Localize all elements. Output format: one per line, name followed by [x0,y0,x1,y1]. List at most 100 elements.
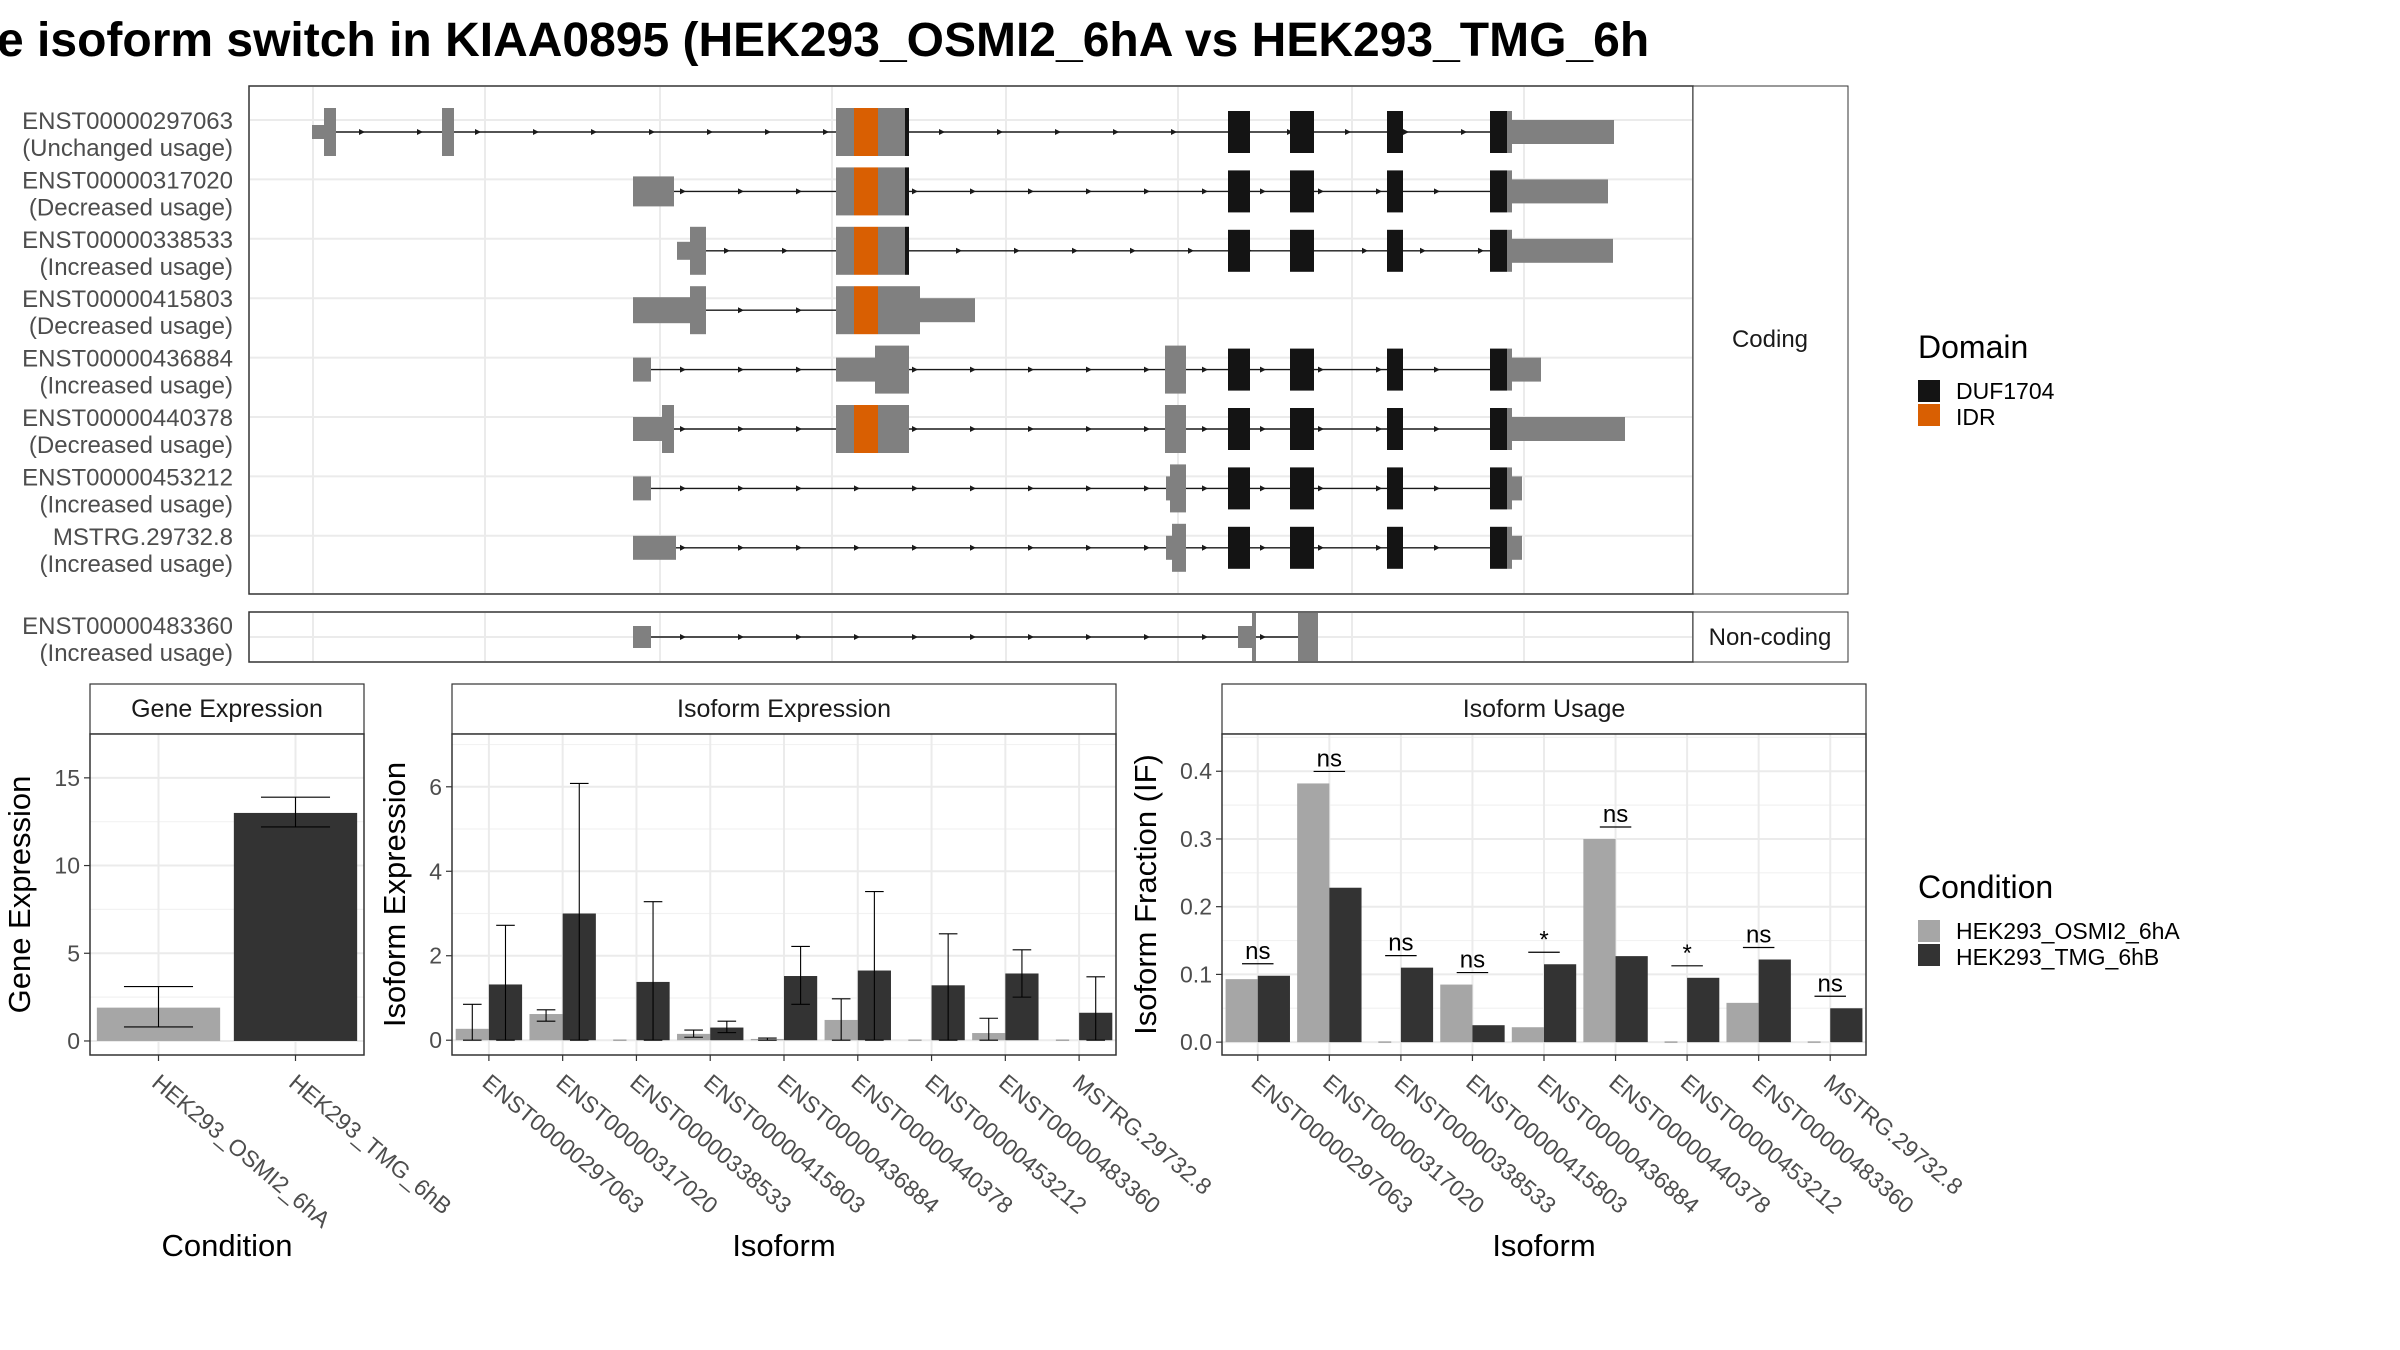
duf1704-domain [1290,111,1314,153]
duf1704-domain [1290,408,1314,450]
bar [1687,977,1720,1043]
gene-expression-panel: Gene Expression051015HEK293_OSMI2_6hAHEK… [2,683,457,1263]
duf1704-domain [1228,467,1250,510]
duf1704-domain [1490,229,1507,272]
noncoding-tracks [633,613,1318,661]
idr-domain [854,405,878,453]
exon [1512,357,1541,382]
strand-arrow [912,426,918,432]
duf1704-domain [1290,229,1314,272]
strand-arrow [1086,188,1092,195]
x-axis-title: Isoform [1492,1228,1595,1263]
coding-tracks [312,108,1625,572]
exon [836,357,875,382]
strand-arrow [796,307,802,314]
duf1704-domain [1387,467,1403,510]
significance-label: ns [1388,930,1413,957]
duf1704-domain [1290,170,1314,213]
bar [1225,979,1258,1043]
strand-arrow [939,129,945,135]
usage-label: (Decreased usage) [29,194,233,221]
strand-arrow [1086,544,1092,551]
strand-arrow [1202,544,1208,551]
strand-arrow [680,485,686,492]
exon [836,405,854,453]
strand-arrow [680,544,686,551]
exon [442,108,454,156]
strand-arrow [823,129,829,135]
strand-arrow [1171,129,1177,135]
strand-arrow [591,129,597,135]
exon [324,108,336,156]
strand-arrow [796,188,802,195]
y-tick-label: 0 [429,1027,442,1053]
y-tick-label: 0 [67,1028,80,1054]
strand-arrow [738,366,744,373]
strand-arrow [1434,188,1440,195]
strand-arrow [956,247,962,254]
duf1704-domain [1387,526,1403,569]
y-tick-label: 10 [54,853,80,879]
strand-arrow [1086,485,1092,492]
strand-arrow [1144,485,1150,492]
strand-arrow [1072,247,1078,254]
panel-title: Gene Expression [131,695,323,723]
strand-arrow [1362,247,1368,254]
strand-arrow [1028,544,1034,551]
exon [633,535,676,560]
exon [878,286,920,335]
exon [1512,476,1522,501]
strand-arrow [1086,634,1092,640]
duf1704-domain [1490,526,1507,569]
strand-arrow [1260,544,1266,551]
significance-label: ns [1818,970,1843,997]
usage-label: (Decreased usage) [29,313,233,340]
duf1704-domain [1228,348,1250,391]
coding-panel-bg [248,85,1694,595]
y-tick-label: 5 [67,940,80,966]
strand-arrow [1420,247,1426,254]
strand-arrow [1318,188,1324,195]
strand-arrow [738,485,744,492]
y-tick-label: 15 [54,765,80,791]
isoform-label: ENST00000415803 [22,286,233,313]
idr-domain [854,226,878,275]
strand-arrow [1260,366,1266,373]
y-tick-label: 0.4 [1180,758,1212,784]
usage-label: (Increased usage) [40,254,233,281]
usage-label: (Increased usage) [40,491,233,518]
strand-arrow [912,188,918,195]
strand-arrow [796,426,802,432]
x-axis-title: Isoform [732,1228,835,1263]
exon [1507,467,1512,510]
strand-arrow [796,634,802,640]
strand-arrow [782,247,788,254]
condition-legend: Condition HEK293_OSMI2_6hA HEK293_TMG_6h… [1918,869,2180,970]
usage-label: (Increased usage) [40,640,233,667]
exon [878,226,905,275]
strand-arrow [970,188,976,195]
strand-arrow [707,129,713,135]
domain-legend: Domain DUF1704 IDR [1918,329,2055,430]
strand-arrow [1434,426,1440,432]
coding-strip-label: Coding [1732,326,1808,353]
strand-arrow [1014,247,1020,254]
duf1704-domain [1290,526,1314,569]
panel-border [89,733,365,1056]
strand-arrow [1376,544,1382,551]
idr-domain [854,167,878,216]
usage-label: (Decreased usage) [29,432,233,459]
strand-arrow [1188,247,1194,254]
exon [1507,408,1512,450]
duf1704-domain [1490,348,1507,391]
strand-arrow [854,485,860,492]
exon [633,357,651,382]
strand-arrow [359,129,365,135]
isoform-expression-panel: Isoform Expression0246ENST00000297063ENS… [377,683,1217,1263]
strand-arrow [1028,634,1034,640]
coding-grid [250,87,1692,593]
strand-arrow [738,544,744,551]
domain-legend-title: Domain [1918,329,2028,365]
strand-arrow [970,634,976,640]
exon [1507,526,1512,569]
